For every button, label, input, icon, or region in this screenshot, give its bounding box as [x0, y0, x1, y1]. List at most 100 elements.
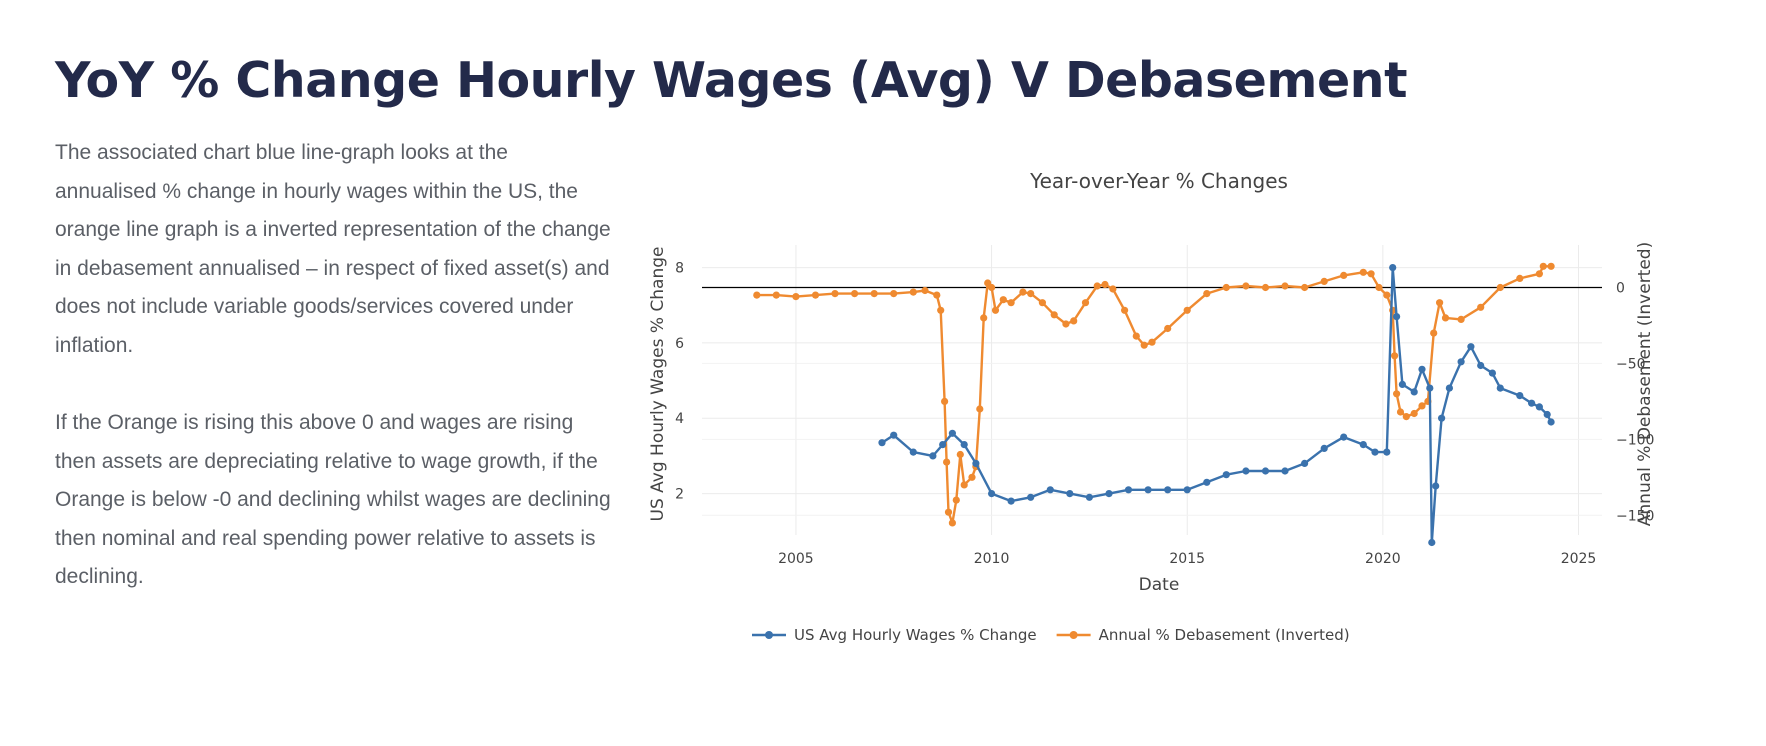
data-point[interactable] [1027, 493, 1035, 501]
data-point[interactable] [999, 296, 1007, 304]
data-point[interactable] [1340, 271, 1348, 279]
data-point[interactable] [1418, 402, 1426, 410]
data-point[interactable] [1183, 486, 1191, 494]
legend[interactable]: US Avg Hourly Wages % Change Annual % Deb… [752, 626, 1350, 644]
data-point[interactable] [1428, 538, 1436, 547]
data-point[interactable] [1418, 365, 1426, 373]
data-point[interactable] [1371, 448, 1379, 456]
data-point[interactable] [988, 490, 996, 498]
data-point[interactable] [1438, 414, 1446, 422]
data-point[interactable] [1301, 459, 1309, 467]
data-point[interactable] [851, 290, 859, 298]
data-point[interactable] [878, 439, 886, 447]
data-point[interactable] [1547, 418, 1555, 426]
data-point[interactable] [1148, 338, 1156, 346]
data-point[interactable] [952, 496, 960, 504]
data-point[interactable] [1340, 433, 1348, 441]
data-point[interactable] [1393, 313, 1401, 321]
data-point[interactable] [1432, 482, 1440, 490]
data-point[interactable] [1430, 329, 1438, 337]
data-point[interactable] [1539, 262, 1547, 270]
data-point[interactable] [1516, 392, 1524, 400]
data-point[interactable] [1488, 369, 1496, 377]
data-point[interactable] [1027, 290, 1035, 298]
data-point[interactable] [960, 441, 968, 449]
data-point[interactable] [1543, 410, 1551, 419]
data-point[interactable] [1038, 299, 1046, 307]
data-point[interactable] [909, 288, 917, 296]
data-point[interactable] [1222, 283, 1230, 292]
data-point[interactable] [1547, 262, 1555, 270]
legend-item-wages[interactable]: US Avg Hourly Wages % Change [752, 626, 1037, 644]
data-point[interactable] [1124, 486, 1133, 494]
data-point[interactable] [937, 306, 945, 314]
data-point[interactable] [1467, 343, 1475, 351]
data-point[interactable] [1261, 283, 1270, 292]
data-point[interactable] [1367, 270, 1375, 278]
data-point[interactable] [1402, 413, 1410, 421]
data-point[interactable] [1477, 303, 1485, 311]
data-point[interactable] [772, 291, 780, 299]
data-point[interactable] [1132, 332, 1140, 340]
data-point[interactable] [929, 452, 937, 460]
data-point[interactable] [1359, 268, 1367, 276]
data-point[interactable] [1457, 358, 1465, 366]
data-point[interactable] [1477, 361, 1485, 370]
data-point[interactable] [1445, 384, 1453, 392]
data-point[interactable] [1535, 403, 1543, 411]
data-point[interactable] [1393, 390, 1401, 398]
data-point[interactable] [909, 448, 917, 456]
data-point[interactable] [968, 473, 976, 481]
data-point[interactable] [870, 290, 878, 298]
data-point[interactable] [1046, 486, 1054, 494]
data-point[interactable] [1535, 270, 1543, 278]
data-point[interactable] [933, 291, 941, 299]
data-point[interactable] [941, 397, 949, 405]
data-point[interactable] [1144, 486, 1152, 494]
data-point[interactable] [1426, 384, 1434, 392]
data-point[interactable] [921, 286, 929, 295]
data-point[interactable] [1203, 290, 1211, 298]
data-point[interactable] [1391, 352, 1399, 360]
data-point[interactable] [1242, 282, 1250, 290]
data-point[interactable] [1242, 467, 1250, 475]
data-point[interactable] [1222, 471, 1230, 479]
data-point[interactable] [944, 508, 953, 516]
data-point[interactable] [1007, 497, 1015, 505]
data-point[interactable] [1410, 409, 1418, 418]
data-point[interactable] [1383, 448, 1391, 456]
data-point[interactable] [1007, 299, 1015, 307]
data-point[interactable] [1383, 291, 1391, 299]
legend-item-debasement[interactable]: Annual % Debasement (Inverted) [1056, 626, 1350, 644]
data-point[interactable] [1301, 283, 1309, 292]
data-point[interactable] [1109, 285, 1117, 293]
data-point[interactable] [976, 405, 984, 413]
data-point[interactable] [1516, 274, 1524, 282]
data-point[interactable] [960, 481, 968, 489]
data-point[interactable] [980, 314, 988, 322]
data-point[interactable] [1164, 486, 1172, 494]
data-point[interactable] [1164, 324, 1172, 333]
data-point[interactable] [1019, 288, 1027, 296]
data-point[interactable] [1281, 282, 1289, 290]
data-point[interactable] [939, 441, 947, 449]
data-point[interactable] [1105, 490, 1113, 498]
data-point[interactable] [753, 291, 761, 299]
data-point[interactable] [1093, 282, 1101, 290]
data-point[interactable] [1062, 320, 1070, 328]
data-point[interactable] [1183, 306, 1191, 314]
data-point[interactable] [1496, 283, 1504, 292]
data-point[interactable] [1320, 277, 1328, 285]
data-point[interactable] [890, 290, 898, 298]
data-point[interactable] [956, 450, 964, 459]
data-point[interactable] [1203, 478, 1211, 486]
data-point[interactable] [1066, 490, 1074, 498]
data-point[interactable] [948, 519, 956, 527]
data-point[interactable] [811, 291, 820, 299]
data-point[interactable] [1121, 306, 1129, 314]
data-point[interactable] [1101, 280, 1109, 289]
data-point[interactable] [1261, 467, 1270, 475]
data-point[interactable] [1140, 341, 1148, 349]
data-point[interactable] [1070, 317, 1078, 325]
data-point[interactable] [988, 283, 996, 292]
